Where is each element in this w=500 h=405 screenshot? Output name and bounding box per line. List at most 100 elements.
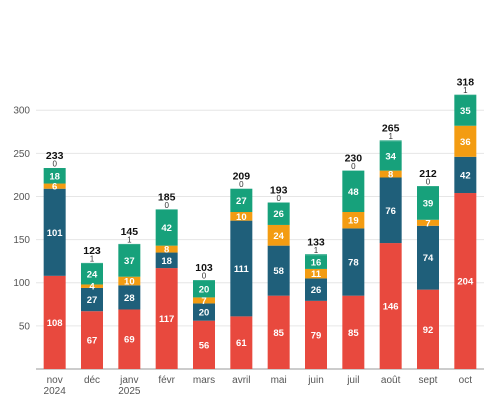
x-tick-label: juin [307, 375, 324, 386]
bar-segment [118, 285, 141, 310]
bar-segment [155, 252, 178, 269]
segment-value-label: 20 [199, 308, 210, 319]
x-tick-label: sept [419, 375, 438, 386]
bar-segment [305, 255, 327, 269]
bar-segment [417, 225, 439, 290]
segment-value-label: 18 [49, 171, 60, 182]
total-label: 193 [270, 185, 288, 197]
segment-value-label: 78 [348, 258, 359, 269]
x-tick-label: janv [119, 375, 138, 386]
top-segment-value-label: 0 [164, 201, 169, 210]
bar-segment [118, 276, 141, 286]
total-label: 318 [457, 77, 475, 89]
gridlines [36, 109, 484, 370]
total-label: 133 [307, 236, 325, 248]
segment-value-label: 24 [273, 231, 284, 242]
bar-segment [342, 170, 365, 213]
segment-value-label: 26 [311, 285, 322, 296]
segment-value-label: 24 [87, 270, 98, 281]
y-tick-label: 250 [13, 149, 30, 160]
data-labels: 1081016180233672742411236928103711451171… [46, 77, 474, 352]
bar-segment [305, 278, 327, 301]
segment-value-label: 8 [164, 245, 169, 256]
segment-value-label: 101 [47, 228, 64, 239]
bar-segment [193, 320, 215, 369]
bar-segment [230, 212, 253, 221]
y-axis-ticks: 50 100 150 200 250 300 [13, 106, 30, 333]
x-tick-label: déc [84, 375, 100, 386]
segment-value-label: 6 [52, 182, 57, 193]
segment-value-label: 39 [423, 198, 434, 209]
total-label: 145 [121, 226, 139, 238]
bar-segment [193, 280, 215, 298]
bar-segment [43, 168, 66, 184]
segment-value-label: 204 [457, 277, 474, 288]
segment-value-label: 56 [199, 340, 210, 351]
segment-value-label: 4 [89, 282, 95, 293]
segment-value-label: 85 [348, 328, 359, 339]
segment-value-label: 58 [273, 266, 284, 277]
bar-segment [305, 254, 327, 256]
segment-value-label: 48 [348, 187, 359, 198]
top-segment-value-label: 0 [202, 272, 207, 281]
x-tick-label: 2025 [118, 386, 141, 397]
y-tick-label: 150 [13, 235, 30, 246]
x-tick-label: 2024 [44, 386, 67, 397]
segment-value-label: 61 [236, 338, 247, 349]
segment-value-label: 42 [460, 170, 471, 181]
x-tick-label: févr [158, 375, 175, 386]
bar-segment [43, 183, 66, 189]
segment-value-label: 34 [385, 151, 396, 162]
top-segment-value-label: 0 [351, 162, 356, 171]
bar-segment [155, 245, 178, 253]
bar-segment [342, 295, 365, 369]
bar-segment [155, 268, 178, 369]
segment-value-label: 117 [159, 314, 174, 325]
segment-value-label: 20 [199, 284, 210, 295]
top-segment-value-label: 0 [52, 160, 57, 169]
bar-segment [342, 228, 365, 296]
y-tick-label: 100 [13, 278, 30, 289]
segment-value-label: 7 [425, 218, 430, 229]
bar-segment [193, 303, 215, 321]
bar-segment [118, 244, 141, 277]
segment-value-label: 19 [348, 216, 359, 227]
bar-segment [230, 220, 253, 317]
bar-segment [81, 287, 103, 312]
segment-value-label: 79 [311, 330, 322, 341]
segment-value-label: 85 [273, 328, 284, 339]
segment-value-label: 26 [273, 209, 284, 220]
bar-segment [81, 311, 103, 369]
segment-value-label: 27 [87, 295, 98, 306]
top-segment-value-label: 1 [314, 246, 319, 255]
x-tick-label: mai [271, 375, 287, 386]
x-tick-label: avril [232, 375, 250, 386]
top-segment-value-label: 0 [276, 194, 281, 203]
bar-segment [81, 263, 103, 285]
segment-value-label: 36 [460, 137, 471, 148]
bar-segment [267, 202, 290, 225]
segment-value-label: 7 [201, 296, 206, 307]
segment-value-label: 74 [423, 253, 434, 264]
segment-value-label: 27 [236, 196, 247, 207]
bar-segment [454, 94, 477, 96]
bar-segment [43, 275, 66, 369]
x-tick-label: juil [346, 375, 359, 386]
segment-value-label: 35 [460, 106, 471, 117]
segment-value-label: 28 [124, 293, 135, 304]
total-label: 212 [419, 168, 437, 180]
top-segment-value-label: 1 [463, 86, 468, 95]
total-label: 233 [46, 150, 64, 162]
total-label: 230 [345, 153, 363, 165]
bar-segment [230, 188, 253, 213]
segment-value-label: 10 [236, 212, 247, 223]
total-label: 265 [382, 122, 400, 134]
bar-segment [305, 300, 327, 369]
segment-value-label: 18 [161, 256, 172, 267]
top-segment-value-label: 1 [90, 254, 95, 263]
bar-segment [454, 193, 477, 369]
bar-segment [43, 188, 66, 276]
total-label: 209 [233, 171, 251, 183]
